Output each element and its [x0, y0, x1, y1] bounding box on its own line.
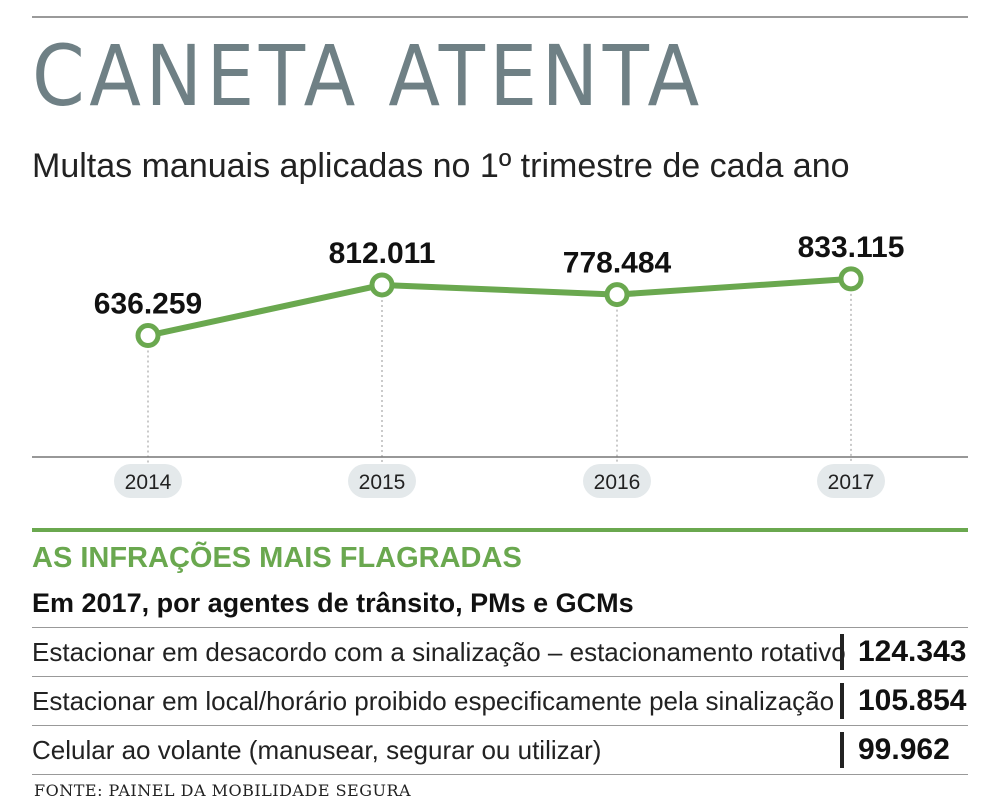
series-line-layer: [145, 275, 854, 339]
infractions-subtitle: Em 2017, por agentes de trânsito, PMs e …: [32, 588, 634, 618]
infraction-label: Celular ao volante (manusear, segurar ou…: [32, 735, 602, 765]
value-separator: [840, 683, 844, 719]
value-separator: [840, 634, 844, 670]
chart-subtitle: Multas manuais aplicadas no 1º trimestre…: [32, 147, 850, 185]
data-label: 812.011: [329, 237, 436, 270]
infraction-value: 124.343: [858, 635, 967, 668]
x-tick-pill: [114, 464, 182, 498]
x-tick-pill: [583, 464, 651, 498]
x-tick-label: 2014: [125, 471, 172, 494]
data-point: [604, 282, 630, 308]
data-label: 636.259: [94, 288, 202, 321]
x-tick-label: 2016: [594, 471, 641, 494]
data-point: [135, 323, 161, 349]
table-row: Estacionar em local/horário proibido esp…: [32, 676, 968, 725]
guide-lines: [147, 278, 852, 463]
table-row: Celular ao volante (manusear, segurar ou…: [32, 725, 968, 775]
source-note: FONTE: PAINEL DA MOBILIDADE SEGURA: [34, 781, 412, 800]
data-label: 833.115: [798, 231, 905, 264]
chart-title: CANETA ATENTA: [32, 27, 704, 125]
infraction-value: 99.962: [858, 733, 950, 766]
data-point: [369, 272, 395, 298]
infraction-value: 105.854: [858, 684, 967, 717]
data-label: 778.484: [563, 247, 672, 280]
series-line: [145, 275, 854, 339]
x-tick-label: 2015: [359, 471, 406, 494]
x-tick-pill: [817, 464, 885, 498]
data-labels: 636.259 812.011 778.484 833.115: [94, 231, 905, 321]
infraction-label: Estacionar em desacordo com a sinalizaçã…: [32, 637, 846, 667]
table-row: Estacionar em desacordo com a sinalizaçã…: [32, 627, 968, 676]
data-point: [838, 266, 864, 292]
top-rule: [32, 16, 968, 18]
infractions-table: Estacionar em desacordo com a sinalizaçã…: [32, 627, 968, 775]
x-tick-labels: 2014 2015 2016 2017: [114, 464, 885, 498]
data-points: [135, 266, 864, 349]
infraction-label: Estacionar em local/horário proibido esp…: [32, 686, 835, 716]
section-rule: [32, 528, 968, 532]
x-tick-pill: [348, 464, 416, 498]
value-separator: [840, 732, 844, 768]
infractions-title: AS INFRAÇÕES MAIS FLAGRADAS: [32, 542, 522, 574]
x-tick-label: 2017: [828, 471, 875, 494]
